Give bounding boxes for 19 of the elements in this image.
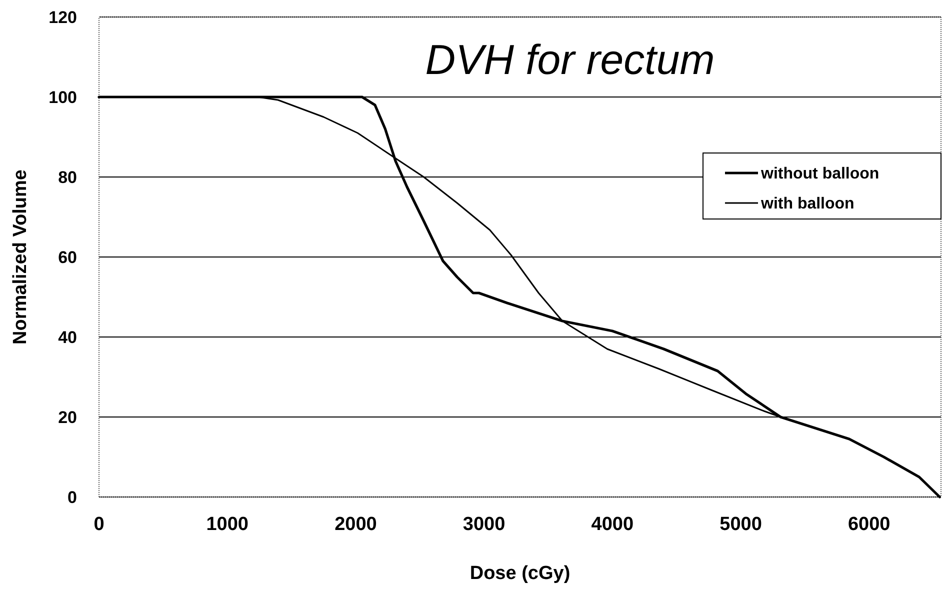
x-tick-label: 5000 <box>720 514 762 535</box>
y-tick-label: 0 <box>68 488 77 507</box>
y-tick-label: 40 <box>58 328 77 347</box>
y-tick-label: 20 <box>58 408 77 427</box>
x-tick-label: 4000 <box>591 514 634 535</box>
text: DVH for rectum <box>425 36 715 83</box>
y-tick-label: 100 <box>48 88 77 107</box>
y-tick-label: 60 <box>58 248 77 267</box>
y-tick-label: 80 <box>58 168 77 187</box>
legend-label: without balloon <box>760 166 880 183</box>
y-axis-title: Normalized Volume <box>10 170 31 344</box>
x-tick-label: 2000 <box>334 514 377 535</box>
x-tick-label: 1000 <box>206 514 248 535</box>
x-axis-title: Dose (cGy) <box>470 563 570 584</box>
x-tick-label: 3000 <box>462 514 506 535</box>
y-tick-label: 120 <box>48 8 77 27</box>
x-tick-label: 0 <box>94 514 104 535</box>
legend-label: with balloon <box>760 196 854 213</box>
x-tick-label: 6000 <box>848 514 890 535</box>
